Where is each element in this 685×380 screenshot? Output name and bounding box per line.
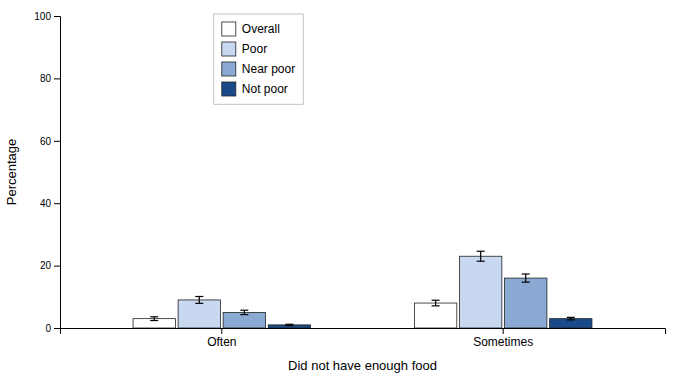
error-cap: [522, 282, 530, 283]
legend: Overall Poor Near poor Not poor: [214, 14, 303, 104]
y-tick-label: 60: [40, 136, 52, 147]
error-cap: [432, 300, 440, 301]
bar-series: [178, 256, 502, 328]
bar: [505, 278, 547, 328]
error-bars: [285, 317, 574, 325]
y-tick: 80: [40, 73, 60, 84]
y-axis-line: [54, 17, 61, 329]
y-tick-mark: [54, 141, 60, 142]
bar-series: [268, 319, 592, 328]
y-tick-mark: [54, 203, 60, 204]
error-bar: [480, 251, 481, 261]
error-cap: [432, 305, 440, 306]
y-tick-label: 0: [45, 323, 51, 334]
y-tick: 20: [40, 260, 60, 271]
error-bar: [525, 274, 526, 282]
error-cap: [150, 316, 158, 317]
legend-item: Near poor: [222, 62, 295, 76]
legend-label: Not poor: [242, 82, 288, 96]
error-cap: [240, 310, 248, 311]
y-tick-mark: [54, 78, 60, 79]
x-axis-title: Did not have enough food: [288, 358, 437, 373]
bar: [414, 303, 456, 328]
error-bars: [195, 251, 484, 303]
bar: [178, 300, 220, 328]
y-tick-label: 40: [40, 198, 52, 209]
chart: 0 20 40 60 80 100 Often Sometimes Overall Poor Nea…: [0, 0, 685, 380]
y-tick-mark: [54, 16, 60, 17]
x-tick: Sometimes: [473, 328, 533, 349]
y-tick: 100: [34, 11, 60, 22]
error-bar: [199, 296, 200, 303]
legend-item: Overall: [222, 22, 280, 36]
y-tick: 60: [40, 136, 60, 147]
bar-series: [223, 278, 547, 328]
y-tick: 0: [45, 323, 60, 334]
y-tick-label: 100: [34, 11, 51, 22]
y-tick-label: 80: [40, 73, 52, 84]
legend-label: Poor: [242, 42, 267, 56]
legend-frame: [214, 14, 303, 104]
legend-label: Overall: [242, 22, 280, 36]
legend-item: Poor: [222, 42, 267, 56]
error-bar: [244, 310, 245, 314]
x-tick: Often: [207, 328, 236, 349]
x-axis: Often Sometimes: [61, 328, 666, 349]
error-bars: [150, 300, 439, 320]
legend-label: Near poor: [242, 62, 295, 76]
y-tick-mark: [54, 266, 60, 267]
bar: [459, 256, 501, 328]
marks: [133, 251, 592, 328]
error-cap: [477, 251, 485, 252]
error-bar: [435, 300, 436, 306]
plot: 0 20 40 60 80 100 Often Sometimes Overall Poor Nea…: [34, 11, 665, 349]
y-tick-label: 20: [40, 260, 52, 271]
y-tick-mark: [54, 328, 60, 329]
error-cap: [567, 319, 575, 320]
bar: [223, 312, 265, 328]
error-cap: [195, 303, 203, 304]
bar: [268, 325, 310, 328]
legend-swatch: [222, 42, 236, 56]
error-bars: [240, 274, 529, 315]
legend-items: Overall Poor Near poor Not poor: [222, 22, 295, 96]
y-axis-title: Percentage: [4, 139, 19, 206]
error-cap: [477, 261, 485, 262]
x-axis-line: [61, 329, 666, 335]
error-cap: [285, 325, 293, 326]
error-cap: [567, 317, 575, 318]
error-cap: [150, 320, 158, 321]
bar: [550, 319, 592, 328]
y-tick: 40: [40, 198, 60, 209]
y-axis: 0 20 40 60 80 100: [34, 11, 60, 334]
error-cap: [285, 324, 293, 325]
x-tick-mark: [221, 328, 222, 334]
x-tick-label: Sometimes: [473, 335, 533, 349]
legend-swatch: [222, 82, 236, 96]
error-cap: [195, 296, 203, 297]
error-cap: [522, 273, 530, 274]
legend-swatch: [222, 62, 236, 76]
error-cap: [240, 314, 248, 315]
legend-swatch: [222, 22, 236, 36]
legend-item: Not poor: [222, 82, 288, 96]
x-tick-mark: [503, 328, 504, 334]
x-tick-label: Often: [207, 335, 236, 349]
bar: [133, 319, 175, 328]
